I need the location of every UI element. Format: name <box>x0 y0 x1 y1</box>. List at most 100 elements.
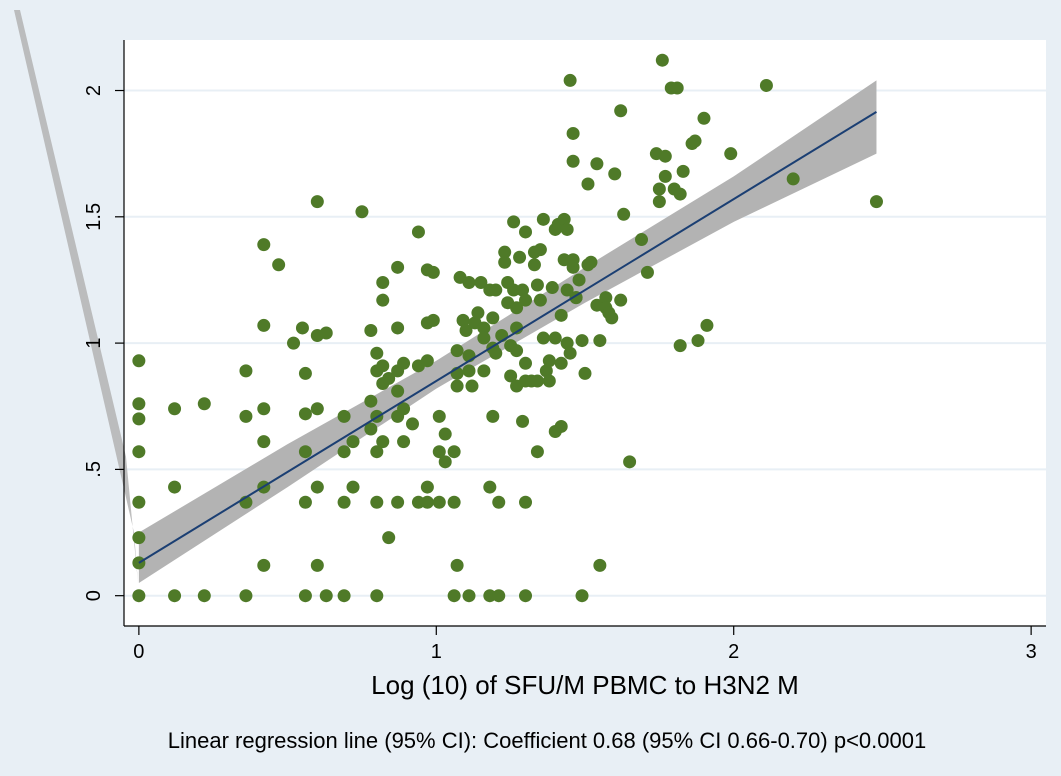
data-point-99 <box>462 589 476 603</box>
data-point-144 <box>530 445 544 459</box>
data-point-64 <box>391 384 405 398</box>
data-point-78 <box>420 495 434 509</box>
data-point-112 <box>486 409 500 423</box>
data-point-83 <box>432 495 446 509</box>
data-point-168 <box>566 126 580 140</box>
data-point-13 <box>239 364 253 378</box>
data-point-73 <box>411 495 425 509</box>
regression-line <box>138 110 877 564</box>
data-point-118 <box>498 245 512 259</box>
data-point-47 <box>364 422 378 436</box>
data-point-18 <box>257 318 271 332</box>
y-tick-label-1: .5 <box>83 461 105 478</box>
data-point-163 <box>560 283 574 297</box>
data-point-28 <box>298 445 312 459</box>
data-point-35 <box>310 558 324 572</box>
data-point-157 <box>554 308 568 322</box>
data-point-37 <box>319 589 333 603</box>
data-point-33 <box>310 402 324 416</box>
data-point-88 <box>447 589 461 603</box>
data-point-148 <box>536 331 550 345</box>
data-point-7 <box>132 589 146 603</box>
data-point-41 <box>337 589 351 603</box>
data-point-211 <box>700 318 714 332</box>
data-point-26 <box>298 366 312 380</box>
data-point-0 <box>132 354 146 368</box>
data-point-25 <box>295 321 309 335</box>
data-point-199 <box>658 149 672 163</box>
data-point-196 <box>652 182 666 196</box>
data-point-206 <box>676 164 690 178</box>
data-point-146 <box>533 293 547 307</box>
data-point-3 <box>132 445 146 459</box>
scatter-points <box>132 53 883 603</box>
data-point-34 <box>310 480 324 494</box>
axes <box>123 40 1046 627</box>
plot-area <box>124 40 1046 626</box>
data-point-36 <box>319 326 333 340</box>
y-tick-label-2: 1 <box>83 338 105 349</box>
data-point-23 <box>272 258 286 272</box>
data-point-11 <box>197 397 211 411</box>
data-point-45 <box>364 323 378 337</box>
data-point-142 <box>530 278 544 292</box>
data-point-170 <box>566 253 580 267</box>
x-tick-label-3: 3 <box>1026 641 1037 663</box>
data-point-208 <box>688 134 702 148</box>
data-point-134 <box>519 293 533 307</box>
chart-note: Linear regression line (95% CI): Coeffic… <box>168 728 926 753</box>
data-point-110 <box>486 311 500 325</box>
data-point-84 <box>438 427 452 441</box>
data-point-197 <box>652 195 666 209</box>
data-point-22 <box>257 558 271 572</box>
data-point-82 <box>432 445 446 459</box>
data-point-191 <box>617 207 631 221</box>
data-point-204 <box>673 339 687 353</box>
data-point-167 <box>566 154 580 168</box>
data-point-96 <box>462 275 476 289</box>
data-point-103 <box>474 275 488 289</box>
y-axis-ticks: 0 .5 1 1.5 2 <box>83 85 124 601</box>
data-point-175 <box>575 589 589 603</box>
data-point-128 <box>510 344 524 358</box>
data-point-151 <box>542 354 556 368</box>
data-point-116 <box>492 589 506 603</box>
data-point-182 <box>593 334 607 348</box>
data-point-56 <box>376 359 390 373</box>
data-point-46 <box>364 394 378 408</box>
data-point-176 <box>578 366 592 380</box>
data-point-70 <box>405 417 419 431</box>
data-point-55 <box>376 293 390 307</box>
data-point-48 <box>370 346 384 360</box>
data-point-131 <box>516 283 530 297</box>
data-point-203 <box>670 81 684 95</box>
data-point-8 <box>168 402 182 416</box>
data-point-10 <box>168 589 182 603</box>
data-point-209 <box>691 334 705 348</box>
data-point-62 <box>391 321 405 335</box>
data-point-126 <box>510 301 524 315</box>
data-point-44 <box>355 205 369 219</box>
data-point-149 <box>539 364 553 378</box>
x-axis-title: Log (10) of SFU/M PBMC to H3N2 M <box>371 670 799 700</box>
data-point-86 <box>447 445 461 459</box>
data-point-173 <box>572 273 586 287</box>
data-point-106 <box>477 364 491 378</box>
data-point-212 <box>724 147 738 161</box>
data-point-154 <box>548 331 562 345</box>
data-point-141 <box>527 258 541 272</box>
data-point-4 <box>132 495 146 509</box>
data-point-177 <box>581 177 595 191</box>
data-point-161 <box>557 212 571 226</box>
data-point-94 <box>456 313 470 327</box>
data-point-109 <box>483 589 497 603</box>
data-point-38 <box>337 409 351 423</box>
data-point-213 <box>759 78 773 92</box>
data-point-125 <box>507 283 521 297</box>
data-point-68 <box>397 402 411 416</box>
x-tick-label-2: 2 <box>728 641 739 663</box>
data-point-160 <box>557 253 571 267</box>
data-point-69 <box>397 435 411 449</box>
